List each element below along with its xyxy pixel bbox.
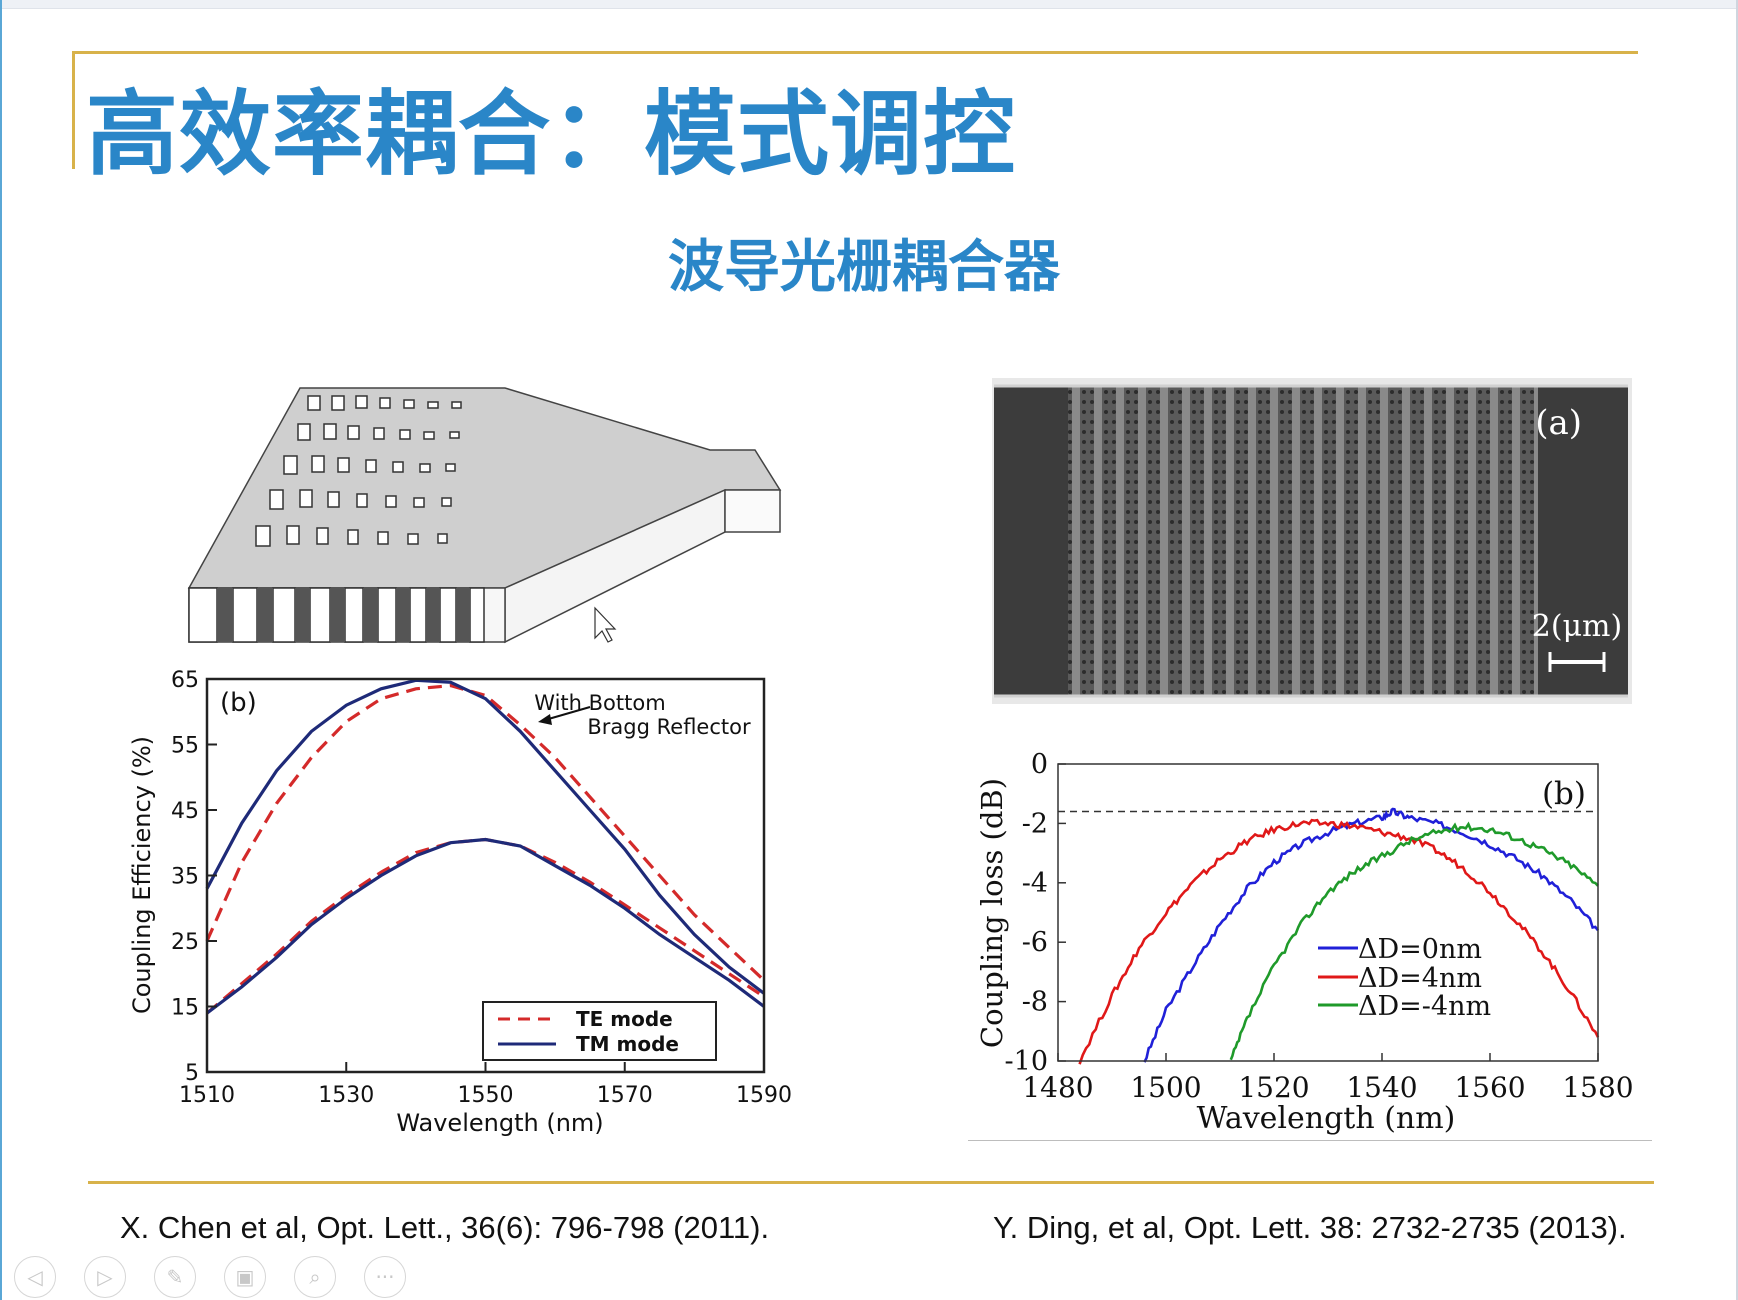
figure-rule: [968, 1140, 1652, 1141]
chart2-xtick-label: 1540: [1346, 1071, 1417, 1104]
chart1-annotation-line1: With Bottom: [534, 691, 665, 715]
sem-scale-label: 2(μm): [1532, 609, 1622, 644]
legend-te-mode: TE mode: [576, 1007, 673, 1031]
chart1-ylabel: Coupling Efficiency (%): [128, 736, 156, 1014]
chart1-series-2: [205, 837, 765, 1015]
next-icon[interactable]: ▷: [84, 1256, 126, 1298]
chart2-series-2: [1229, 821, 1599, 1061]
annotation-arrow: [544, 706, 591, 721]
pen-icon[interactable]: ✎: [154, 1256, 196, 1298]
chart1-ytick-label: 25: [171, 930, 199, 955]
waveguide-end-face: [724, 489, 781, 533]
chart1-series-3: [206, 837, 765, 1015]
window-left-edge: [0, 0, 2, 1300]
grating-teeth: [188, 587, 485, 643]
chart2-ytick-label: -8: [1022, 987, 1048, 1018]
chart2-series-0: [1143, 807, 1600, 1063]
chart1-panel-label: (b): [220, 688, 257, 718]
chart1-ytick-label: 45: [171, 799, 199, 824]
chart1-xtick-label: 1590: [736, 1083, 792, 1108]
chart2-ytick-label: -6: [1022, 927, 1048, 958]
legend-dd-4: ΔD=4nm: [1358, 963, 1482, 994]
chart1-xtick-label: 1550: [458, 1083, 514, 1108]
zoom-icon[interactable]: ⌕: [294, 1256, 336, 1298]
slide-subtitle: 波导光栅耦合器: [668, 235, 1060, 300]
chart1-ytick-label: 5: [185, 1061, 199, 1086]
viewer-top-bar: [0, 0, 1738, 9]
reference-left: X. Chen et al, Opt. Lett., 36(6): 796-79…: [120, 1210, 770, 1245]
coupling-loss-chart: 1480 1500 1520 1540 1560 1580 0 -2 -4 -6 -8 -10 (b)…: [975, 749, 1634, 1136]
chart2-ytick-label: -2: [1022, 808, 1048, 839]
chart2-panel-label: (b): [1542, 776, 1586, 812]
legend-dd-minus4: ΔD=-4nm: [1358, 991, 1491, 1022]
mouse-cursor-icon: [594, 606, 617, 643]
chart1-xlabel: Wavelength (nm): [396, 1109, 603, 1137]
coupling-efficiency-chart: 1510 1530 1550 1570 1590 5 15 25 35 45 55 65 (b) Wi…: [128, 668, 792, 1137]
chart1-ytick-label: 55: [171, 734, 199, 759]
sem-grating-image: (a) 2(μm): [992, 378, 1632, 704]
footer-rule: [88, 1181, 1654, 1184]
chart2-xlabel: Wavelength (nm): [1197, 1101, 1456, 1136]
chart1-xtick-label: 1570: [597, 1083, 653, 1108]
grating-holes: [255, 395, 462, 547]
chart2-legend: ΔD=0nm ΔD=4nm ΔD=-4nm: [1318, 934, 1491, 1022]
reference-right: Y. Ding, et al, Opt. Lett. 38: 2732-2735…: [993, 1210, 1627, 1245]
chart2-xtick-label: 1500: [1130, 1071, 1201, 1104]
chart2-ytick-label: -4: [1022, 868, 1048, 899]
chart2-xtick-label: 1480: [1022, 1071, 1093, 1104]
chart1-ytick-label: 35: [171, 865, 199, 890]
chart1-xtick-label: 1510: [179, 1083, 235, 1108]
chart2-ytick-label: 0: [1031, 749, 1048, 780]
slide-title: 高效率耦合：模式调控: [86, 81, 1017, 188]
prev-icon[interactable]: ◁: [14, 1256, 56, 1298]
chart2-ytick-label: -10: [1005, 1046, 1048, 1077]
chart2-xtick-label: 1520: [1238, 1071, 1309, 1104]
chart2-ylabel: Coupling loss (dB): [975, 778, 1009, 1048]
window-right-edge: [1736, 0, 1738, 1300]
legend-dd-0: ΔD=0nm: [1358, 934, 1482, 965]
grating-trenches: [217, 588, 470, 642]
chart1-ytick-label: 65: [171, 668, 199, 693]
legend-tm-mode: TM mode: [576, 1032, 679, 1056]
chart2-series-1: [1078, 818, 1600, 1065]
more-icon[interactable]: ···: [364, 1256, 406, 1298]
chart1-annotation-line2: Bragg Reflector: [587, 715, 751, 739]
chart2-xtick-label: 1580: [1562, 1071, 1633, 1104]
chart1-xtick-label: 1530: [318, 1083, 374, 1108]
chart1-series-1: [205, 678, 765, 995]
chart2-xtick-label: 1560: [1454, 1071, 1525, 1104]
slides-icon[interactable]: ▣: [224, 1256, 266, 1298]
sem-panel-label: (a): [1535, 403, 1582, 443]
chart1-ytick-label: 15: [171, 996, 199, 1021]
grating-coupler-3d-schematic: [187, 387, 782, 644]
taper-top-face: [187, 387, 782, 589]
title-accent-bar: [72, 51, 75, 169]
title-rule: [72, 51, 1638, 54]
chart1-legend: TE mode TM mode: [482, 1001, 717, 1061]
chart2-plot-frame: [1057, 763, 1599, 1062]
